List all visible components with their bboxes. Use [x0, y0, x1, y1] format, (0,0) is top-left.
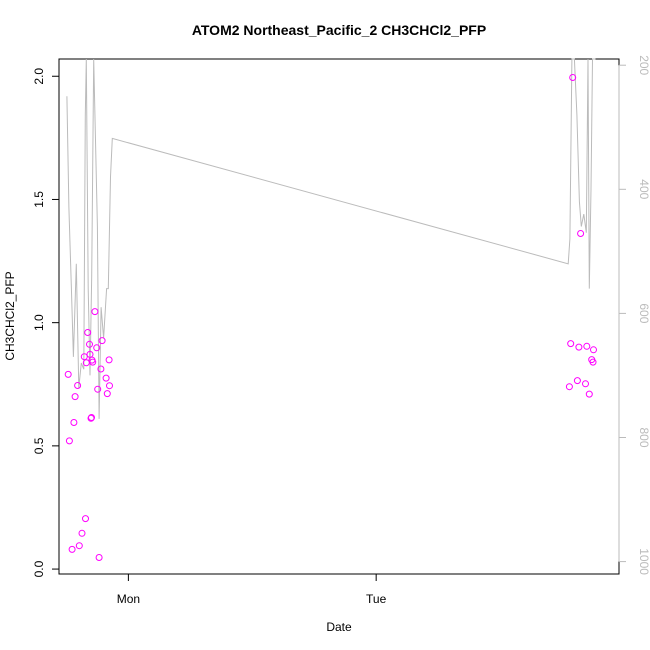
data-point	[68, 545, 76, 553]
data-point	[70, 419, 78, 426]
data-point	[105, 356, 113, 364]
data-point	[102, 374, 110, 382]
right-axis-tick-label: 1000	[637, 548, 650, 575]
left-axis-tick-label: 0.0	[32, 560, 46, 577]
plot-frame	[58, 58, 620, 575]
series-line	[66, 58, 596, 419]
data-point	[94, 385, 102, 393]
left-axis-tick-label: 0.5	[32, 437, 46, 454]
right-axis-tick-label: 400	[637, 179, 650, 199]
data-point	[86, 340, 93, 348]
data-point	[583, 342, 591, 350]
left-axis-tick-label: 1.0	[32, 314, 46, 331]
right-axis-tick-label: 600	[637, 303, 650, 323]
right-y-axis: 200 400 600 800 1000	[618, 55, 650, 575]
data-point	[567, 340, 575, 348]
right-axis-tick-label: 200	[637, 55, 650, 75]
data-point	[64, 370, 72, 378]
data-point	[65, 437, 73, 445]
data-point	[582, 380, 589, 388]
y-axis-label: CH3CHCl2_PFP	[3, 271, 17, 360]
x-axis: Mon Tue	[117, 573, 387, 606]
data-point	[74, 382, 82, 389]
data-point	[590, 346, 597, 354]
data-point	[84, 329, 92, 336]
data-point	[75, 542, 83, 550]
data-point	[91, 308, 99, 316]
data-point	[97, 365, 105, 373]
right-axis-series-line-layer	[66, 58, 596, 419]
data-point	[71, 393, 79, 401]
data-point	[569, 74, 577, 81]
data-point	[106, 382, 113, 390]
x-axis-tick-label: Mon	[117, 592, 140, 606]
data-point	[93, 344, 101, 352]
data-point	[565, 383, 573, 391]
x-axis-tick-label: Tue	[366, 592, 387, 606]
right-axis-tick-label: 800	[637, 427, 650, 447]
left-axis-tick-label: 1.5	[32, 191, 46, 208]
data-point	[585, 390, 593, 398]
data-point	[82, 515, 89, 523]
data-point	[98, 337, 106, 345]
data-point	[89, 358, 97, 366]
data-point	[577, 230, 585, 237]
left-y-axis: 0.0 0.5 1.0 1.5 2.0	[32, 68, 60, 577]
data-point	[95, 554, 103, 561]
data-point	[575, 343, 583, 351]
x-axis-label: Date	[326, 620, 352, 634]
left-axis-tick-label: 2.0	[32, 68, 46, 85]
data-point	[589, 358, 597, 366]
chart-title: ATOM2 Northeast_Pacific_2 CH3CHCl2_PFP	[192, 22, 486, 38]
data-points-layer	[64, 74, 597, 561]
data-point	[88, 414, 95, 421]
data-point	[78, 529, 86, 537]
data-point	[573, 377, 581, 385]
data-point	[80, 353, 88, 361]
data-point	[103, 390, 111, 398]
